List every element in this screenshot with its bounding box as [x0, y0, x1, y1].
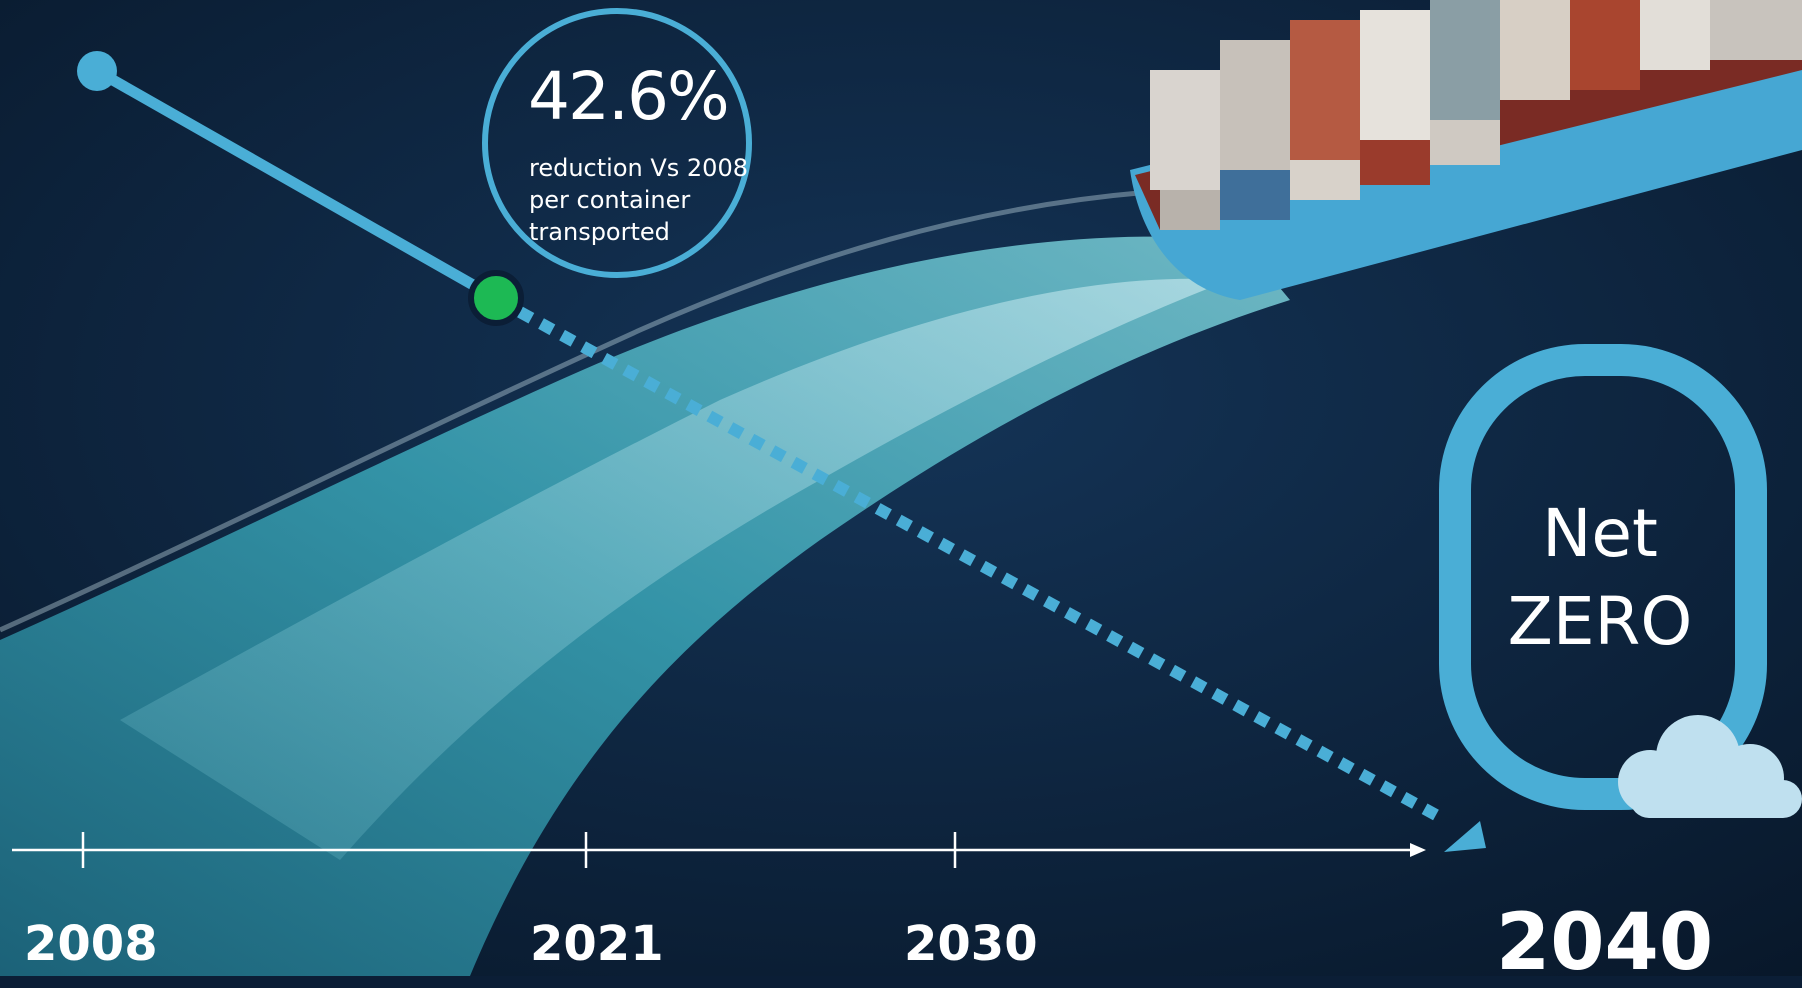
timeline-arrow-head-icon [1410, 843, 1426, 857]
year-label-2008: 2008 [24, 916, 158, 972]
stat-caption-line-1: reduction Vs 2008 [529, 154, 748, 182]
historic-trajectory-line [91, 65, 502, 304]
stat-caption-line-3: transported [529, 218, 670, 246]
wake-foam [120, 278, 1230, 860]
container-ship [1130, 0, 1802, 300]
net-zero-ring [1439, 344, 1767, 810]
projection-arrow-head-icon [1444, 821, 1486, 852]
current-point-2021 [468, 270, 524, 326]
wake-edge [0, 187, 1181, 633]
net-zero-line-1: Net [1542, 495, 1658, 572]
stat-circle [482, 8, 752, 278]
year-label-2030: 2030 [904, 916, 1038, 972]
cloud-icon [1618, 715, 1802, 818]
projected-trajectory-line [517, 306, 1448, 826]
stat-caption-line-2: per container [529, 186, 691, 214]
start-point-2008 [77, 51, 117, 91]
stat-caption: reduction Vs 2008 per container transpor… [529, 152, 759, 248]
net-zero-label: Net ZERO [1450, 490, 1750, 666]
goal-year-label: 2040 [1496, 898, 1714, 988]
net-zero-line-2: ZERO [1507, 583, 1693, 660]
stat-value: 42.6% [528, 58, 730, 135]
year-label-2021: 2021 [530, 916, 664, 972]
